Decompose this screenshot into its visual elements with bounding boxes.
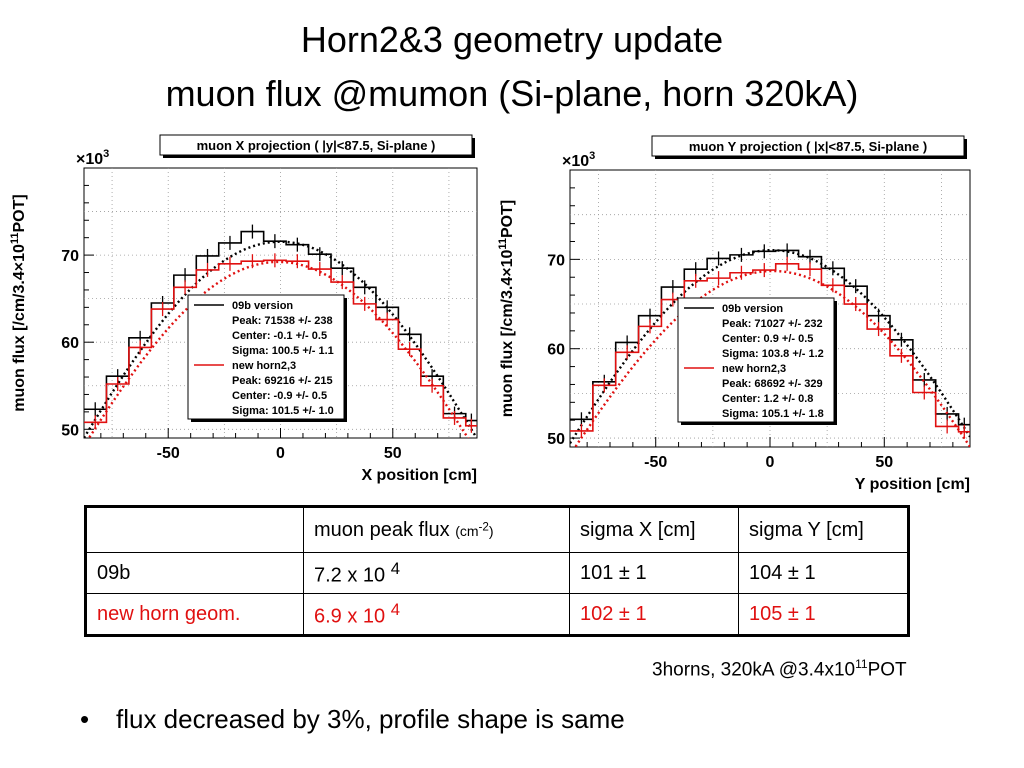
legend-fit-param: Peak: 71027 +/- 232: [722, 318, 823, 330]
header-peak-flux-label: muon peak flux: [314, 518, 456, 541]
y-axis-label: muon flux [/cm/3.4×1011POT]: [497, 200, 516, 417]
legend-series-name: 09b version: [232, 300, 293, 312]
legend-series-name: 09b version: [722, 303, 783, 315]
x-tick-label: 0: [276, 445, 285, 462]
row-label: new horn geom.: [85, 593, 304, 636]
header-peak-flux-unit: (cm-2): [455, 519, 494, 539]
y-tick-label: 70: [547, 252, 565, 269]
unit-close: ): [488, 522, 494, 539]
title-box: [159, 134, 473, 156]
header-sigma-x: sigma X [cm]: [569, 506, 739, 553]
legend-fit-param: Peak: 71538 +/- 238: [232, 315, 333, 327]
bullet-dot: •: [80, 704, 90, 734]
row-peak-flux: 7.2 x 10 4: [303, 552, 570, 594]
fit-curve: [87, 260, 470, 438]
table-row: new horn geom. 6.9 x 10 4 102 ± 1 105 ± …: [85, 593, 909, 636]
title-box: [651, 135, 965, 157]
y-axis-label: muon flux [/cm/3.4×1011POT]: [9, 194, 28, 411]
legend-fit-param: Peak: 69216 +/- 215: [232, 375, 333, 387]
fit-curve: [573, 269, 970, 447]
legend-box: [187, 294, 345, 420]
x-tick-label: 50: [875, 454, 893, 471]
table-row: 09b 7.2 x 10 4 101 ± 1 104 ± 1: [85, 552, 909, 594]
header-empty-cell: [85, 506, 304, 553]
fit-curve: [84, 240, 477, 438]
data-layer: [84, 224, 477, 438]
x-tick-label: 0: [766, 454, 775, 471]
legend-fit-param: Center: 1.2 +/- 0.8: [722, 393, 813, 405]
legend-fit-param: Peak: 68692 +/- 329: [722, 378, 823, 390]
legend-box: [677, 297, 835, 423]
legend-series-name: new horn2,3: [722, 363, 786, 375]
histogram-line: [570, 263, 970, 433]
legend-series-name: new horn2,3: [232, 360, 296, 372]
table-header-row: muon peak flux (cm-2) sigma X [cm] sigma…: [85, 506, 909, 553]
results-table: muon peak flux (cm-2) sigma X [cm] sigma…: [84, 505, 910, 637]
histogram-line: [84, 259, 477, 427]
chart-title: muon Y projection ( |x|<87.5, Si-plane ): [689, 139, 927, 154]
unit-base: (cm: [455, 522, 479, 539]
flux-base: 7.2 x 10: [314, 564, 391, 587]
beam-condition-note: 3horns, 320kA @3.4x1011POT: [652, 657, 907, 681]
flux-base: 6.9 x 10: [314, 605, 391, 628]
slide-title-line2: muon flux @mumon (Si-plane, horn 320kA): [165, 73, 859, 114]
data-layer: [570, 243, 970, 447]
histogram-line: [570, 249, 970, 426]
slide-title-line1: Horn2&3 geometry update: [300, 19, 724, 60]
legend-fit-param: Center: 0.9 +/- 0.5: [722, 333, 813, 345]
note-exponent: 11: [855, 657, 868, 671]
y-tick-label: 60: [547, 342, 565, 359]
y-projection-plot: -50 0 50 50 60 70 ×103 Y position [cm] muon flux…: [492, 130, 992, 505]
note-tail: POT: [867, 659, 907, 681]
row-label: 09b: [85, 552, 304, 594]
row-sigma-x: 102 ± 1: [569, 593, 739, 636]
row-sigma-x: 101 ± 1: [569, 552, 739, 594]
legend-fit-param: Sigma: 105.1 +/- 1.8: [722, 408, 824, 420]
chart-svg: -50 0 50 50 60 70 ×103 X position [cm] muon flux…: [9, 134, 478, 484]
note-text: 3horns, 320kA @3.4x10: [652, 659, 856, 681]
legend-fit-param: Sigma: 101.5 +/- 1.0: [232, 405, 334, 417]
row-sigma-y: 104 ± 1: [738, 552, 909, 594]
row-peak-flux: 6.9 x 10 4: [303, 593, 570, 636]
y-multiplier-label: ×103: [76, 148, 109, 168]
row-sigma-y: 105 ± 1: [738, 593, 909, 636]
legend-fit-param: Sigma: 103.8 +/- 1.2: [722, 348, 824, 360]
x-axis-label: X position [cm]: [361, 467, 477, 484]
bullet-text: flux decreased by 3%, profile shape is s…: [116, 704, 625, 734]
x-tick-label: 50: [384, 445, 402, 462]
x-tick-label: -50: [644, 454, 667, 471]
y-tick-label: 60: [61, 335, 79, 352]
summary-bullet: • flux decreased by 3%, profile shape is …: [80, 704, 625, 735]
y-tick-label: 50: [61, 422, 79, 439]
unit-exponent: -2: [478, 519, 489, 533]
legend-fit-param: Center: -0.1 +/- 0.5: [232, 330, 327, 342]
header-sigma-y: sigma Y [cm]: [738, 506, 909, 553]
y-tick-label: 50: [547, 431, 565, 448]
y-multiplier-label: ×103: [562, 150, 595, 170]
x-tick-label: -50: [157, 445, 180, 462]
x-projection-plot: -50 0 50 50 60 70 ×103 X position [cm] muon flux…: [0, 130, 490, 495]
header-peak-flux: muon peak flux (cm-2): [303, 506, 570, 553]
y-tick-label: 70: [61, 248, 79, 265]
chart-svg: -50 0 50 50 60 70 ×103 Y position [cm] muon flux…: [497, 135, 971, 493]
flux-exponent: 4: [390, 599, 400, 619]
x-axis-label: Y position [cm]: [855, 476, 970, 493]
chart-title: muon X projection ( |y|<87.5, Si-plane ): [197, 138, 436, 153]
legend-fit-param: Center: -0.9 +/- 0.5: [232, 390, 327, 402]
flux-exponent: 4: [390, 558, 400, 578]
legend-fit-param: Sigma: 100.5 +/- 1.1: [232, 345, 334, 357]
